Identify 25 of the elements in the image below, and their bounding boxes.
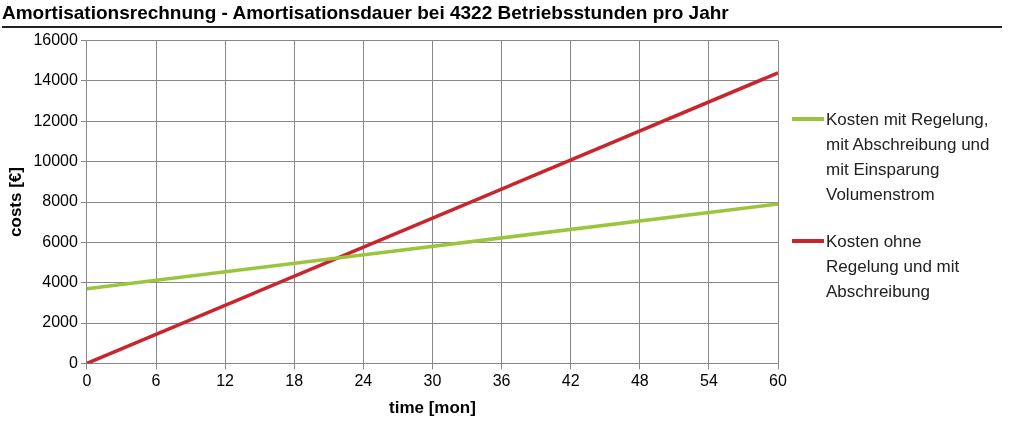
y-tick-label: 12000 bbox=[33, 111, 78, 129]
legend-label: Kosten ohne Regelung und mit Abschreibung bbox=[826, 231, 961, 303]
x-tick-label: 18 bbox=[285, 372, 304, 390]
x-tick-label: 42 bbox=[561, 372, 580, 390]
y-tick-label: 2000 bbox=[42, 313, 78, 331]
y-tick-label: 8000 bbox=[42, 192, 78, 210]
y-tick-label: 6000 bbox=[42, 232, 78, 250]
x-tick-label: 36 bbox=[492, 372, 511, 390]
y-tick-label: 16000 bbox=[33, 31, 78, 49]
y-tick-label: 10000 bbox=[33, 152, 78, 170]
x-tick-label: 60 bbox=[769, 372, 787, 390]
y-tick-label: 14000 bbox=[33, 71, 78, 89]
x-tick-label: 48 bbox=[630, 372, 649, 390]
x-tick-label: 6 bbox=[151, 372, 161, 390]
y-tick-label: 4000 bbox=[42, 273, 78, 291]
x-tick-label: 0 bbox=[82, 372, 92, 390]
x-tick-label: 30 bbox=[423, 372, 442, 390]
x-axis-title: time [mon] bbox=[389, 398, 476, 418]
x-tick-label: 24 bbox=[354, 372, 373, 390]
y-axis-title: costs [€] bbox=[5, 167, 25, 237]
x-tick-label: 12 bbox=[216, 372, 235, 390]
y-tick-label: 0 bbox=[68, 353, 78, 371]
legend-label: Kosten mit Regelung, mit Abschreibung und mit Einsparung Volumenstrom bbox=[826, 109, 991, 206]
chart-title: Amortisationsrechnung - Amortisationsdauer bei 4322 Betriebsstunden pro Jahr bbox=[2, 2, 1002, 28]
x-tick-label: 54 bbox=[699, 372, 718, 390]
